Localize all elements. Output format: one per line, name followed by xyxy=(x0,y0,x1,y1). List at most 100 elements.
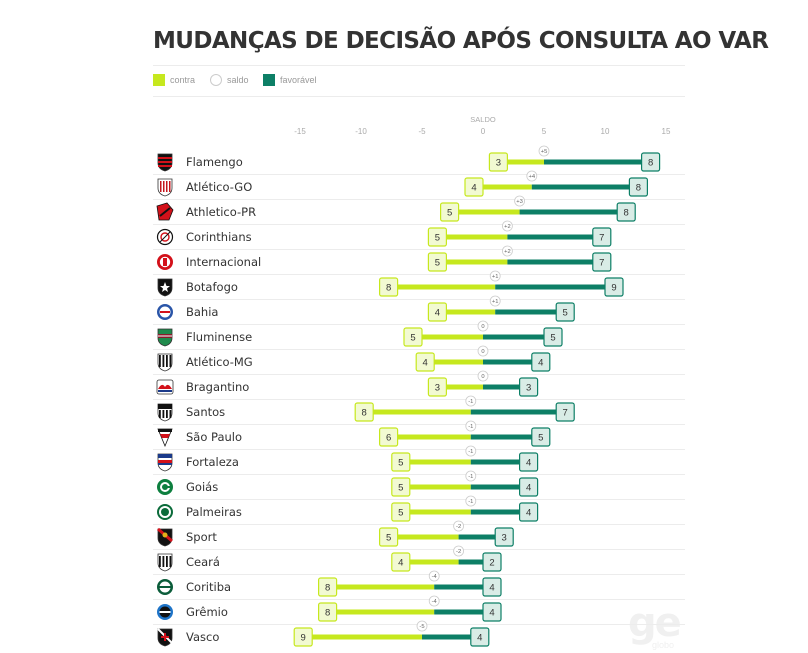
contra-value: 5 xyxy=(386,533,391,544)
contra-bar xyxy=(446,259,508,265)
team-name: Coritiba xyxy=(186,580,231,594)
team-name: Bahia xyxy=(186,305,218,319)
atletico-go-crest-part xyxy=(160,181,162,192)
favoravel-bar xyxy=(422,634,471,640)
saldo-marker xyxy=(477,320,489,332)
contra-value: 5 xyxy=(398,508,403,519)
favoravel-bar xyxy=(544,159,642,165)
contra-bar xyxy=(409,509,471,515)
favoravel-value: 7 xyxy=(599,233,604,244)
atletico-mg-crest-icon xyxy=(157,353,173,372)
x-tick-label: 10 xyxy=(601,127,610,136)
saldo-marker xyxy=(453,545,465,557)
contra-value-box xyxy=(379,427,399,447)
team-name: Atlético-GO xyxy=(186,180,252,194)
x-tick-label: -10 xyxy=(355,127,367,136)
santos-crest-part xyxy=(162,410,165,418)
team-row: Santos 8 7 -1 xyxy=(157,395,575,422)
team-row: Ceará 4 2 -2 xyxy=(157,545,502,572)
contra-bar xyxy=(409,459,471,465)
saldo-value: +5 xyxy=(541,149,548,155)
saldo-marker xyxy=(416,620,428,632)
santos-crest-part xyxy=(159,410,161,418)
team-name: Santos xyxy=(186,405,225,419)
favoravel-value: 7 xyxy=(563,408,568,419)
contra-value: 9 xyxy=(301,633,306,644)
team-name: Fluminense xyxy=(186,330,252,344)
favoravel-value: 4 xyxy=(489,583,494,594)
team-row: Bahia 4 5 +1 xyxy=(157,295,575,322)
flamengo-crest-icon xyxy=(157,153,173,172)
contra-bar xyxy=(397,534,459,540)
botafogo-crest-part xyxy=(160,282,170,292)
contra-value: 8 xyxy=(386,283,391,294)
team-row: Athletico-PR 5 8 +3 xyxy=(156,195,636,222)
saldo-value: 0 xyxy=(481,374,484,380)
saldo-value: +1 xyxy=(492,274,499,280)
contra-value-box xyxy=(427,227,447,247)
favoravel-value-box xyxy=(531,352,551,372)
flamengo-crest-part xyxy=(158,165,172,167)
contra-bar xyxy=(409,559,459,565)
saldo-marker xyxy=(501,220,513,232)
atletico-mg-crest-part xyxy=(162,355,165,367)
team-row: Palmeiras 5 4 -1 xyxy=(157,495,539,522)
team-name: Grêmio xyxy=(186,605,228,619)
favoravel-value: 4 xyxy=(526,508,531,519)
contra-value-box xyxy=(379,527,399,547)
bragantino-crest-icon xyxy=(156,379,174,395)
ceara-crest-icon xyxy=(157,553,173,572)
team-row: São Paulo 6 5 -1 xyxy=(157,420,551,448)
fortaleza-crest-part xyxy=(158,454,172,458)
contra-value-box xyxy=(391,477,411,497)
contra-bar xyxy=(312,634,422,640)
saldo-marker xyxy=(538,145,550,157)
team-row: Corinthians 5 7 +2 xyxy=(156,220,612,247)
axis-title: SALDO xyxy=(470,115,496,124)
contra-value-box xyxy=(488,152,508,172)
favoravel-value-box xyxy=(543,327,563,347)
saldo-marker xyxy=(453,520,465,532)
favoravel-value-box xyxy=(482,552,502,572)
contra-bar xyxy=(422,334,483,340)
saldo-value: +1 xyxy=(492,299,499,305)
ceara-crest-part xyxy=(169,556,172,567)
sport-crest-icon xyxy=(157,527,173,547)
team-name: São Paulo xyxy=(186,430,242,444)
team-name: Sport xyxy=(186,530,217,544)
favoravel-value-box xyxy=(628,177,649,197)
favoravel-value-box xyxy=(531,427,551,447)
favoravel-bar xyxy=(507,234,593,240)
favoravel-value-box xyxy=(592,252,612,272)
team-name: Bragantino xyxy=(186,380,249,394)
vasco-crest-icon xyxy=(157,628,173,647)
gremio-crest-icon xyxy=(157,604,173,620)
saldo-marker xyxy=(501,245,513,257)
saldo-value: +2 xyxy=(504,224,511,230)
favoravel-bar xyxy=(507,259,593,265)
contra-value-box xyxy=(391,452,411,472)
saldo-marker xyxy=(465,395,477,407)
bragantino-crest-part xyxy=(158,390,172,392)
contra-value-box xyxy=(354,402,374,422)
favoravel-value: 8 xyxy=(624,208,629,219)
favoravel-value: 9 xyxy=(611,283,616,294)
vasco-crest-part xyxy=(161,633,169,641)
saldo-value: -1 xyxy=(468,474,473,480)
x-tick-label: -5 xyxy=(418,127,426,136)
x-tick-label: 5 xyxy=(542,127,547,136)
chart-title: MUDANÇAS DE DECISÃO APÓS CONSULTA AO VAR xyxy=(153,28,769,54)
fluminense-crest-icon xyxy=(157,328,173,347)
internacional-crest-part xyxy=(163,258,167,266)
favoravel-value: 7 xyxy=(599,258,604,269)
flamengo-crest-part xyxy=(158,157,172,159)
x-tick-label: -15 xyxy=(294,127,306,136)
team-name: Fortaleza xyxy=(186,455,239,469)
atletico-mg-crest-part xyxy=(159,355,161,367)
athletico-pr-crest-part xyxy=(159,207,171,217)
saldo-marker xyxy=(489,295,501,307)
contra-value: 5 xyxy=(410,333,415,344)
gremio-crest-part xyxy=(159,611,171,613)
saldo-value: 0 xyxy=(481,324,484,330)
fortaleza-crest-part xyxy=(158,460,172,463)
